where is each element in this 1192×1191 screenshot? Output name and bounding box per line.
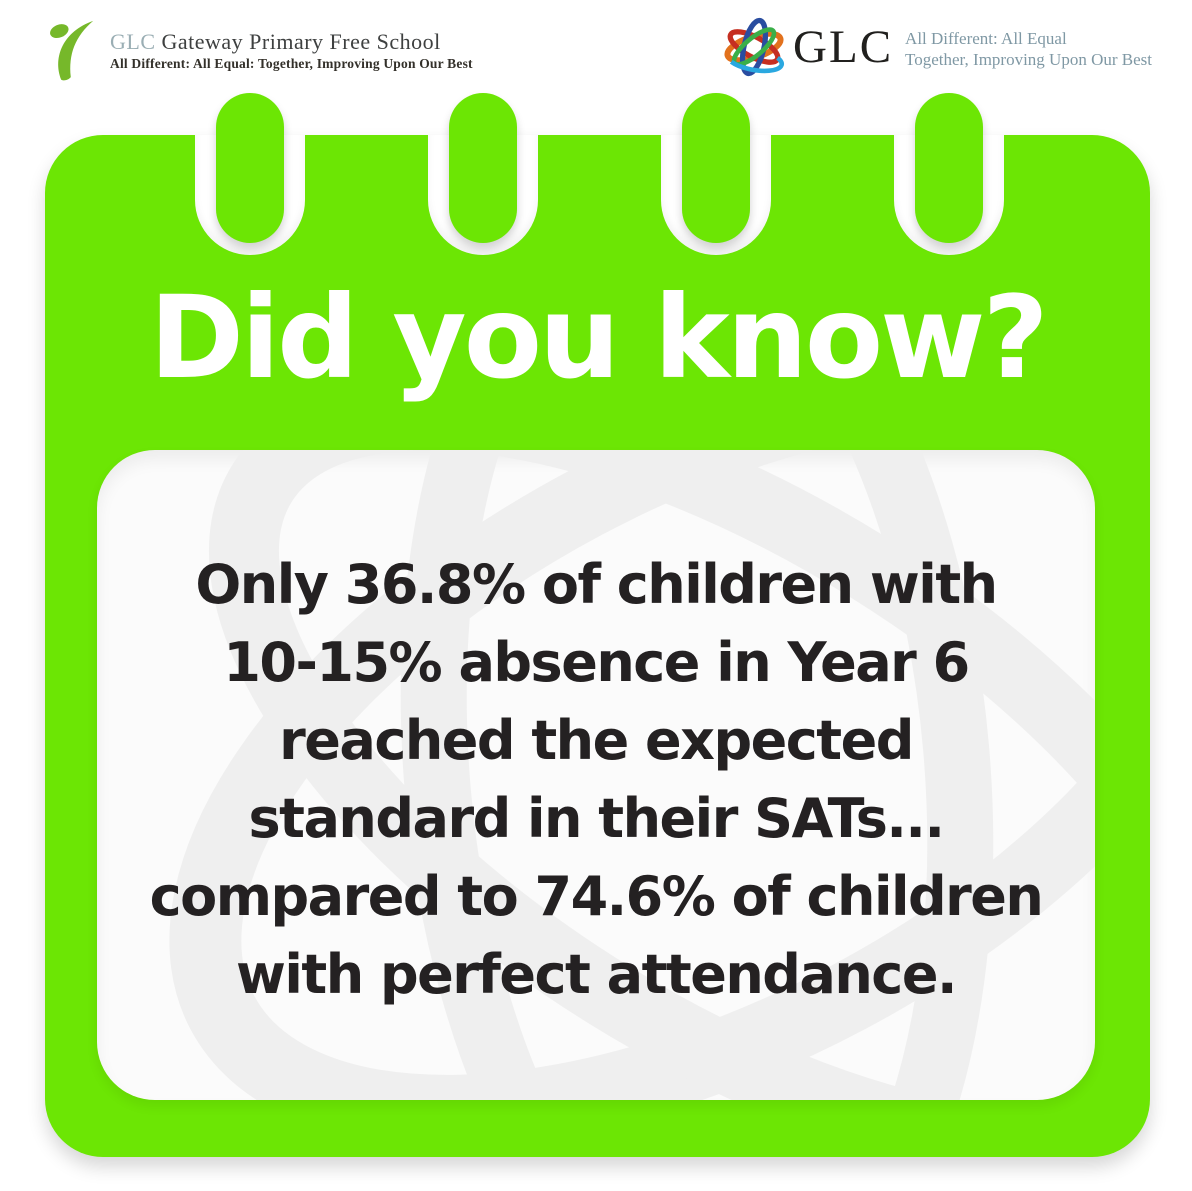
school-name-rest: Gateway Primary Free School (161, 29, 441, 54)
binder-ring (449, 93, 517, 243)
trust-logo: GLC All Different: All Equal Together, I… (721, 14, 1152, 80)
school-logo: GLC Gateway Primary Free School All Diff… (42, 16, 473, 82)
atom-icon (724, 17, 785, 77)
school-name-glc: GLC (110, 29, 156, 54)
watermark-ellipses-icon (169, 450, 1095, 1100)
swoosh-icon (50, 20, 94, 81)
school-logo-text: GLC Gateway Primary Free School All Diff… (110, 16, 473, 72)
fact-line: reached the expected (279, 709, 914, 772)
header: GLC Gateway Primary Free School All Diff… (0, 0, 1192, 95)
binder-ring-hole (428, 93, 538, 255)
fact-line: 10-15% absence in Year 6 (223, 631, 970, 694)
fact-card: Only 36.8% of children with 10-15% absen… (97, 450, 1095, 1100)
binder-ring (915, 93, 983, 243)
fact-line: Only 36.8% of children with (195, 553, 998, 616)
school-tagline: All Different: All Equal: Together, Impr… (110, 56, 473, 71)
fact-text: Only 36.8% of children with 10-15% absen… (97, 450, 1095, 1100)
school-name: GLC Gateway Primary Free School (110, 30, 473, 54)
trust-tagline-line1: All Different: All Equal (905, 29, 1067, 48)
poster-title: Did you know? (149, 271, 1048, 404)
binder-ring-hole (894, 93, 1004, 255)
fact-line: with perfect attendance. (236, 943, 957, 1006)
trust-tagline: All Different: All Equal Together, Impro… (905, 24, 1152, 70)
trust-tagline-line2: Together, Improving Upon Our Best (905, 50, 1152, 69)
fact-line: standard in their SATs... (248, 787, 945, 850)
binder-ring (216, 93, 284, 243)
calendar-panel: Did you know? Only 36.8% of children wit… (45, 93, 1150, 1157)
binder-ring-hole (661, 93, 771, 255)
trust-name: GLC (793, 21, 894, 73)
fact-line: compared to 74.6% of children (149, 865, 1044, 928)
binder-ring-hole (195, 93, 305, 255)
binder-ring (682, 93, 750, 243)
